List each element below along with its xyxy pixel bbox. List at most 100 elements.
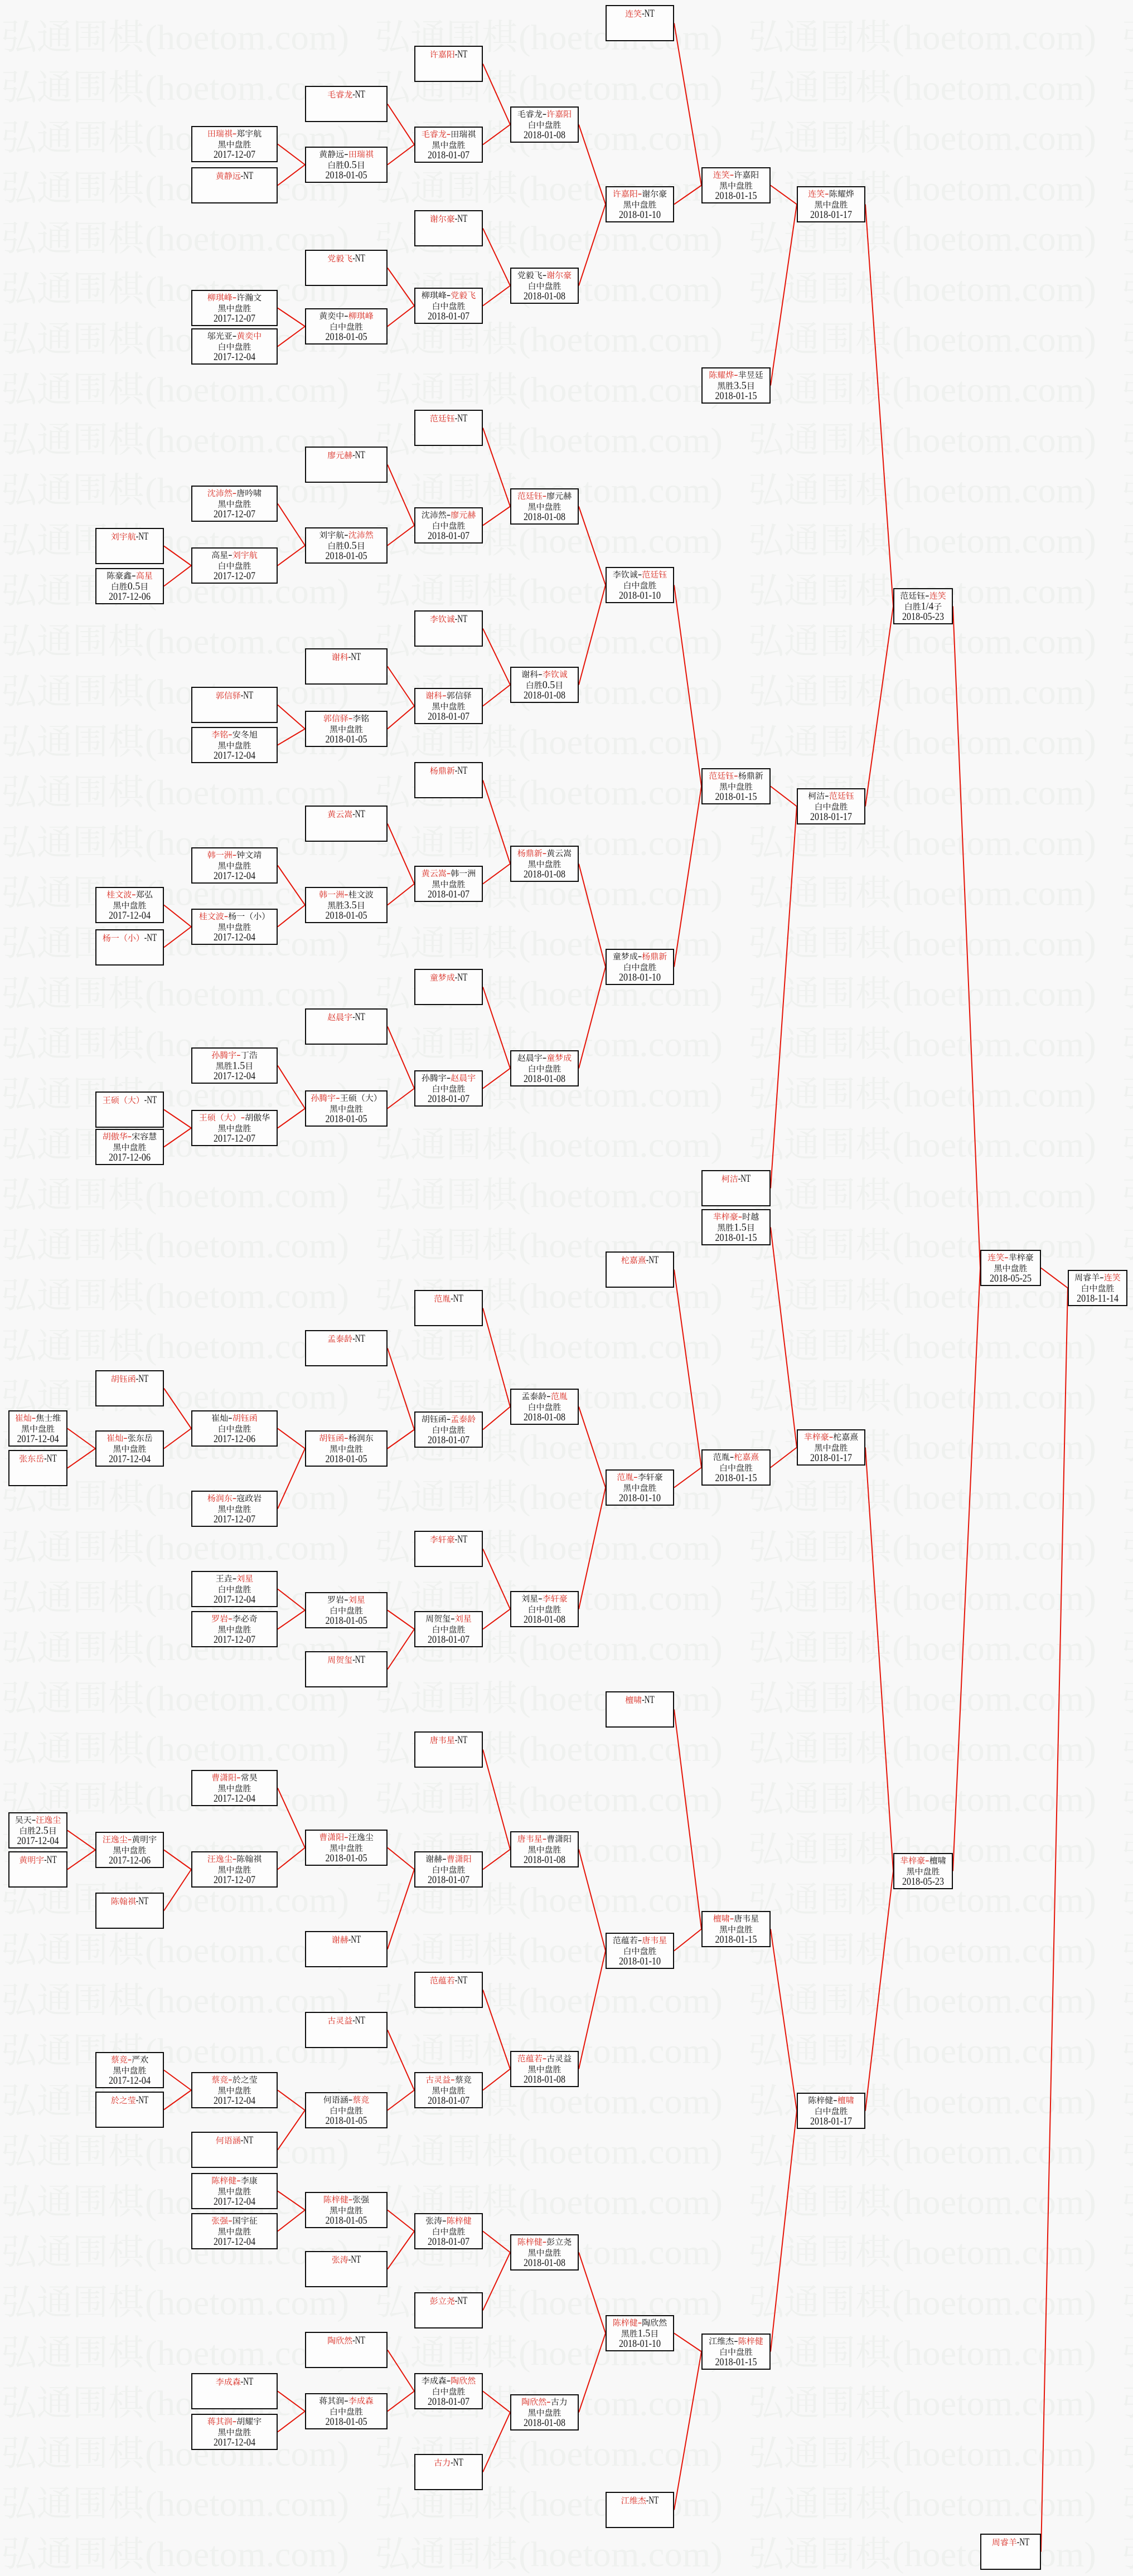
svg-text:-: -: [638, 2317, 642, 2328]
svg-text:(hoetom.com): (hoetom.com): [892, 1729, 1096, 1769]
svg-text:(hoetom.com): (hoetom.com): [892, 2283, 1096, 2322]
svg-text:1.5: 1.5: [734, 1222, 747, 1234]
svg-text:(hoetom.com): (hoetom.com): [892, 470, 1096, 510]
svg-text:(hoetom.com): (hoetom.com): [145, 1226, 349, 1265]
svg-text:-: -: [336, 1092, 340, 1104]
svg-text:2018-01-08: 2018-01-08: [524, 2257, 565, 2269]
svg-text:-NT: -NT: [455, 1734, 468, 1746]
svg-text:-: -: [228, 1412, 233, 1424]
svg-text:-: -: [233, 1853, 237, 1865]
svg-text:(hoetom.com): (hoetom.com): [519, 1628, 723, 1668]
svg-text:2018-01-10: 2018-01-10: [619, 1492, 661, 1504]
svg-text:2018-01-08: 2018-01-08: [524, 511, 565, 523]
svg-text:2018-01-10: 2018-01-10: [619, 1956, 661, 1967]
svg-text:2018-01-07: 2018-01-07: [428, 1434, 469, 1446]
svg-text:-: -: [738, 1211, 743, 1222]
svg-text:-: -: [128, 1131, 132, 1142]
svg-text:2018-01-10: 2018-01-10: [619, 209, 661, 221]
svg-text:(hoetom.com): (hoetom.com): [145, 2283, 349, 2322]
svg-text:2017-12-04: 2017-12-04: [214, 870, 255, 882]
svg-text:2018-01-17: 2018-01-17: [810, 1452, 852, 1464]
svg-text:-: -: [344, 529, 348, 541]
svg-text:(hoetom.com): (hoetom.com): [892, 2434, 1096, 2473]
svg-text:-: -: [447, 1413, 451, 1425]
svg-text:-NT: -NT: [738, 1173, 751, 1185]
svg-text:2017-12-06: 2017-12-06: [109, 1855, 151, 1866]
svg-text:(hoetom.com): (hoetom.com): [145, 974, 349, 1013]
svg-text:-NT: -NT: [352, 2015, 365, 2026]
svg-text:-NT: -NT: [352, 449, 365, 461]
svg-text:(hoetom.com): (hoetom.com): [892, 874, 1096, 913]
svg-text:-: -: [233, 1573, 237, 1584]
svg-text:-: -: [132, 570, 136, 581]
svg-text:2018-01-15: 2018-01-15: [715, 390, 757, 402]
svg-text:2017-12-04: 2017-12-04: [214, 2196, 255, 2208]
svg-text:-: -: [543, 1052, 547, 1064]
svg-text:2018-01-08: 2018-01-08: [524, 1614, 565, 1626]
svg-text:-: -: [233, 849, 237, 861]
svg-text:2018-01-15: 2018-01-15: [715, 1934, 757, 1946]
svg-text:2018-01-07: 2018-01-07: [428, 1874, 469, 1886]
svg-text:(hoetom.com): (hoetom.com): [892, 2132, 1096, 2171]
svg-text:-NT: -NT: [646, 2495, 659, 2506]
svg-text:(hoetom.com): (hoetom.com): [892, 2484, 1096, 2524]
svg-text:-: -: [348, 2094, 353, 2106]
svg-text:(hoetom.com): (hoetom.com): [145, 1377, 349, 1416]
svg-text:-NT: -NT: [352, 89, 365, 100]
svg-text:-: -: [829, 1431, 834, 1443]
svg-text:2017-12-04: 2017-12-04: [214, 1793, 255, 1804]
svg-text:-NT: -NT: [348, 1934, 361, 1946]
svg-text:2018-01-08: 2018-01-08: [524, 2074, 565, 2085]
svg-text:-NT: -NT: [455, 1534, 468, 1545]
svg-text:-: -: [32, 1814, 36, 1826]
svg-text:(hoetom.com): (hoetom.com): [519, 722, 723, 762]
svg-text:(hoetom.com): (hoetom.com): [519, 773, 723, 812]
svg-text:-: -: [543, 490, 547, 502]
svg-text:2018-01-05: 2018-01-05: [326, 910, 367, 921]
svg-text:2017-12-04: 2017-12-04: [109, 910, 151, 921]
svg-text:-: -: [128, 2054, 132, 2065]
svg-text:(hoetom.com): (hoetom.com): [892, 1678, 1096, 1718]
svg-text:2018-05-23: 2018-05-23: [902, 611, 944, 623]
svg-text:(hoetom.com): (hoetom.com): [519, 1880, 723, 1920]
svg-text:-NT: -NT: [642, 8, 655, 20]
svg-text:(hoetom.com): (hoetom.com): [892, 1578, 1096, 1618]
svg-text:(hoetom.com): (hoetom.com): [519, 2434, 723, 2473]
svg-text:-: -: [233, 1492, 237, 1504]
svg-text:-: -: [228, 729, 233, 740]
svg-text:-: -: [348, 712, 353, 724]
svg-text:2017-12-04: 2017-12-04: [17, 1433, 59, 1445]
svg-text:-NT: -NT: [241, 2376, 254, 2388]
svg-text:2017-12-07: 2017-12-07: [214, 508, 255, 520]
svg-text:(hoetom.com): (hoetom.com): [892, 722, 1096, 762]
svg-text:-NT: -NT: [241, 690, 254, 701]
svg-text:(hoetom.com): (hoetom.com): [145, 18, 349, 57]
svg-text:-: -: [638, 569, 642, 580]
svg-text:(hoetom.com): (hoetom.com): [892, 2384, 1096, 2423]
svg-text:(hoetom.com): (hoetom.com): [892, 2233, 1096, 2272]
svg-text:-: -: [344, 1594, 348, 1605]
svg-text:(hoetom.com): (hoetom.com): [892, 1326, 1096, 1366]
svg-text:-NT: -NT: [642, 1694, 655, 1706]
svg-text:2018-01-07: 2018-01-07: [428, 711, 469, 722]
svg-text:(hoetom.com): (hoetom.com): [145, 1729, 349, 1769]
svg-text:(hoetom.com): (hoetom.com): [892, 1125, 1096, 1165]
svg-text:2018-01-08: 2018-01-08: [524, 129, 565, 141]
svg-text:2018-01-10: 2018-01-10: [619, 2338, 661, 2350]
svg-text:2017-12-04: 2017-12-04: [214, 2095, 255, 2107]
svg-text:2017-12-07: 2017-12-07: [214, 1513, 255, 1525]
svg-text:-NT: -NT: [144, 932, 157, 944]
svg-text:-: -: [734, 770, 738, 782]
svg-text:-: -: [344, 1831, 348, 1843]
svg-text:-: -: [128, 1833, 132, 1845]
svg-text:(hoetom.com): (hoetom.com): [519, 2132, 723, 2171]
svg-text:2018-01-05: 2018-01-05: [326, 550, 367, 562]
svg-text:-NT: -NT: [646, 1254, 659, 1266]
svg-text:2017-12-06: 2017-12-06: [109, 1152, 151, 1163]
svg-text:-NT: -NT: [352, 1654, 365, 1666]
svg-text:-NT: -NT: [455, 2295, 468, 2307]
svg-text:(hoetom.com): (hoetom.com): [145, 2535, 349, 2574]
svg-text:2018-01-10: 2018-01-10: [619, 972, 661, 983]
svg-text:-: -: [925, 590, 929, 601]
svg-text:-: -: [451, 1613, 455, 1624]
